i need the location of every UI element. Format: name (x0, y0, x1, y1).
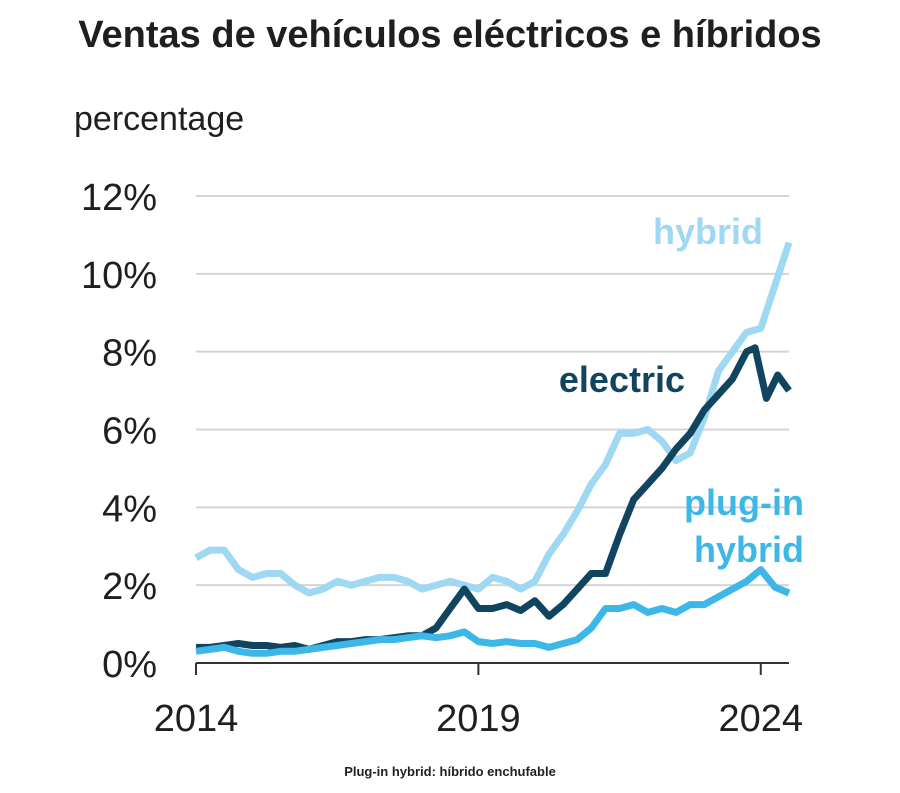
annotation-plug-in-hybrid: hybrid (694, 529, 804, 570)
y-tick-label: 10% (81, 255, 157, 297)
y-axis-ticks: 0% 2% 4% 6% 8% 10% 12% (81, 177, 157, 686)
y-tick-label: 6% (102, 411, 157, 453)
x-tick-label: 2014 (154, 698, 239, 740)
annotation-plug-in-hybrid: plug-in (684, 482, 804, 523)
x-tick-label: 2019 (436, 698, 521, 740)
y-tick-label: 0% (102, 644, 157, 686)
series-line-plug-in-hybrid (195, 566, 791, 657)
annotation-electric: electric (559, 359, 685, 400)
y-tick-label: 4% (102, 488, 157, 530)
chart-title: Ventas de vehículos eléctricos e híbrido… (78, 14, 822, 56)
series-line-hybrid (194, 241, 793, 597)
y-tick-label: 2% (102, 566, 157, 608)
x-tick-label: 2024 (718, 698, 803, 740)
series-annotations: hybrid electric plug-in hybrid (559, 211, 804, 570)
y-axis-label: percentage (74, 100, 244, 138)
y-tick-label: 8% (102, 333, 157, 375)
annotation-hybrid: hybrid (653, 211, 763, 252)
gridlines (196, 195, 789, 587)
x-axis: 2014 2019 2024 (154, 662, 803, 740)
caption: Plug-in hybrid: híbrido enchufable (344, 764, 556, 779)
y-tick-label: 12% (81, 177, 157, 219)
series-lines (194, 241, 793, 657)
series-line-electric (196, 344, 792, 653)
